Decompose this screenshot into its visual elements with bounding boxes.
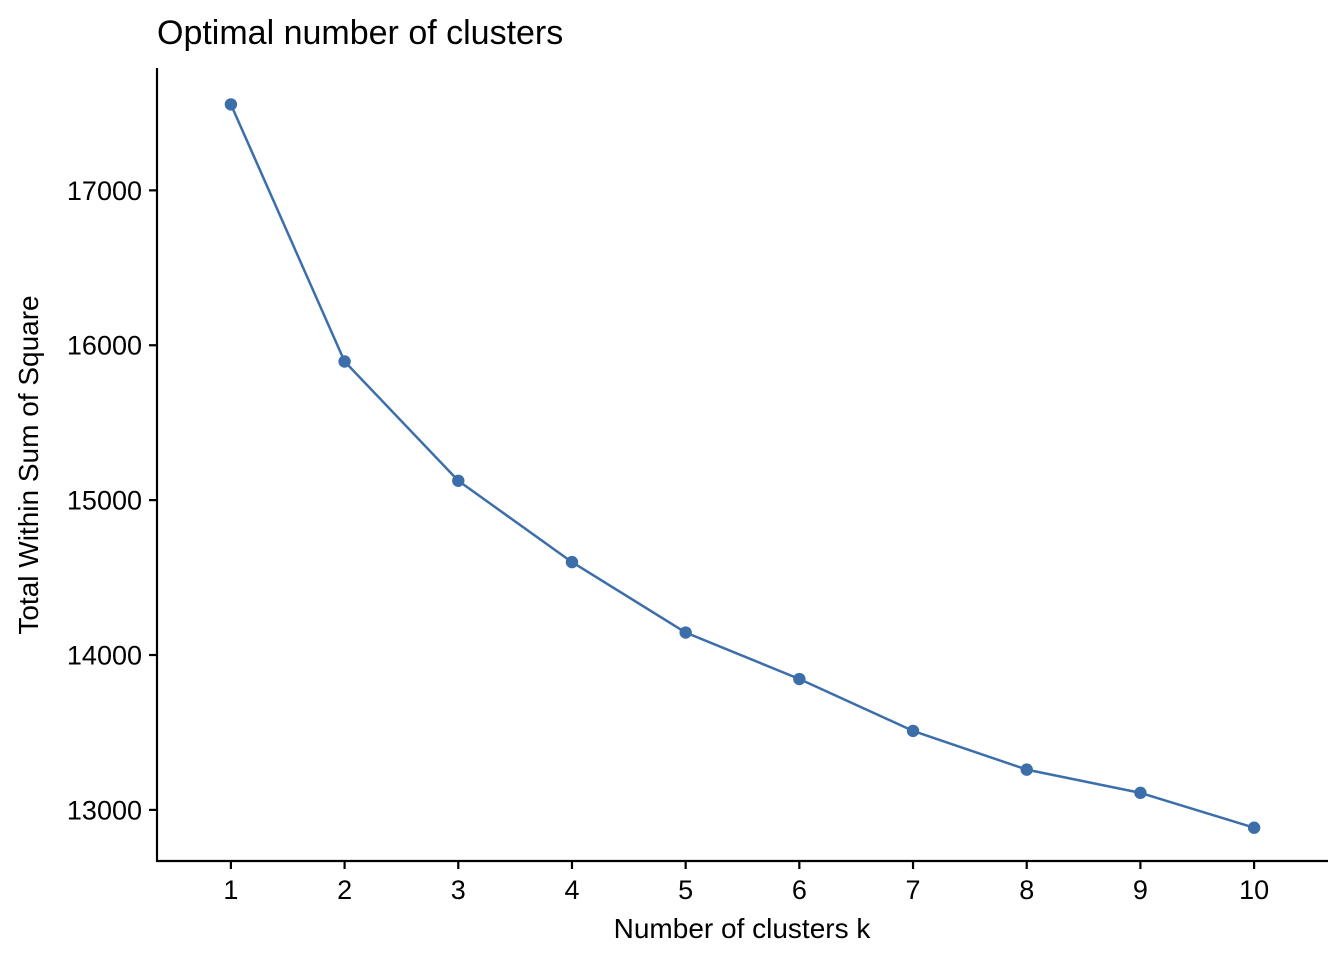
x-tick-label: 5 bbox=[678, 875, 693, 905]
y-ticks: 13000 14000 15000 16000 17000 bbox=[67, 176, 157, 825]
y-tick-label: 14000 bbox=[67, 641, 142, 671]
data-point-k10 bbox=[1247, 821, 1261, 834]
y-tick-label: 13000 bbox=[67, 795, 142, 825]
y-tick-label: 17000 bbox=[67, 176, 142, 206]
y-axis-title: Total Within Sum of Square bbox=[13, 295, 44, 634]
x-tick-label: 2 bbox=[337, 875, 352, 905]
data-point-k3 bbox=[452, 474, 465, 487]
data-point-k7 bbox=[906, 724, 920, 738]
x-tick-label: 10 bbox=[1239, 875, 1269, 905]
data-point-k6 bbox=[793, 672, 806, 686]
x-tick-label: 7 bbox=[906, 875, 921, 905]
x-tick-label: 1 bbox=[223, 875, 238, 905]
data-point-k9 bbox=[1134, 786, 1147, 800]
y-tick-label: 15000 bbox=[67, 486, 142, 516]
y-tick-label: 16000 bbox=[67, 331, 142, 361]
x-axis-title: Number of clusters k bbox=[614, 913, 872, 944]
x-tick-label: 6 bbox=[792, 875, 807, 905]
data-point-k8 bbox=[1020, 763, 1033, 776]
data-point-k1 bbox=[224, 98, 238, 111]
data-point-k4 bbox=[565, 555, 579, 569]
data-point-k2 bbox=[338, 355, 351, 368]
x-tick-label: 4 bbox=[564, 875, 579, 905]
series-layer bbox=[224, 98, 1261, 834]
x-tick-label: 3 bbox=[451, 875, 466, 905]
data-point-k5 bbox=[679, 626, 692, 639]
axes bbox=[155, 68, 1328, 863]
chart-title: Optimal number of clusters bbox=[157, 14, 563, 52]
x-tick-label: 8 bbox=[1019, 875, 1034, 905]
x-tick-label: 9 bbox=[1133, 875, 1148, 905]
series-line bbox=[229, 103, 1256, 829]
x-ticks: 1 2 3 4 5 6 7 8 9 10 bbox=[223, 861, 1269, 905]
